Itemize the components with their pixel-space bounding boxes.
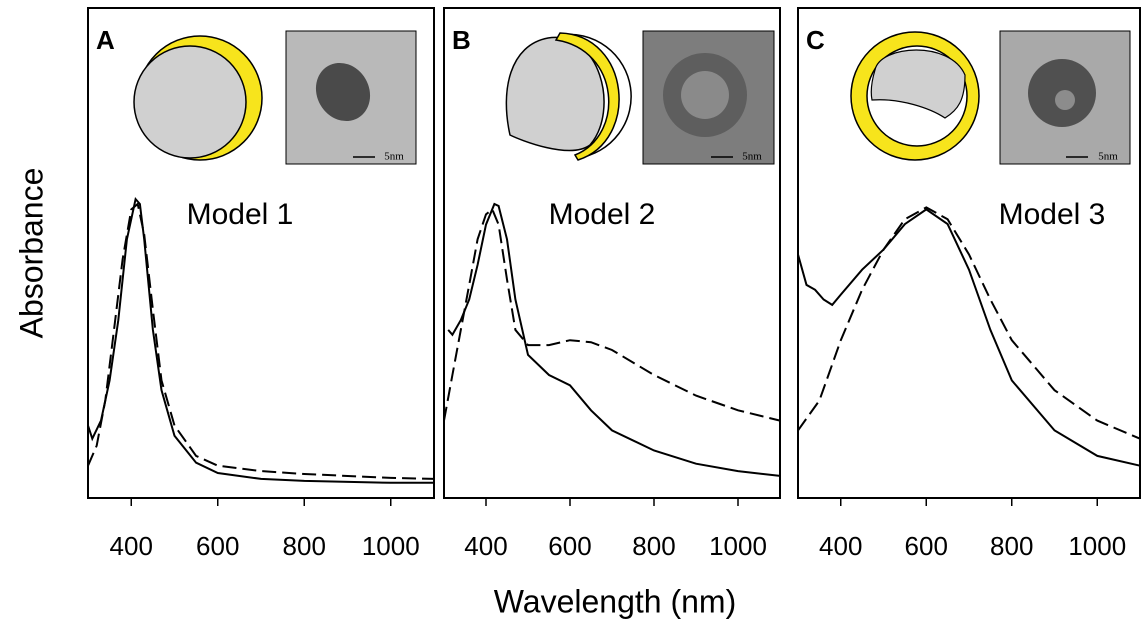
solid-line (87, 196, 434, 484)
x-tick-label: 800 (632, 531, 675, 561)
dashed-line (443, 207, 781, 422)
model-title: Model 1 (187, 198, 294, 231)
model-title: Model 3 (999, 198, 1106, 231)
x-tick-label: 1000 (1068, 531, 1126, 561)
x-tick-label: 1000 (709, 531, 767, 561)
inset-a (133, 30, 417, 165)
panel-frame (87, 7, 435, 499)
panel-label: C (806, 25, 825, 55)
solid-line (797, 208, 1141, 467)
scale-bar-label: 5nm (384, 151, 404, 163)
x-tick-label: 400 (464, 531, 507, 561)
x-tick-label: 600 (196, 531, 239, 561)
panel-frame (443, 7, 781, 499)
dashed-line (797, 206, 1141, 440)
x-tick-label: 400 (110, 531, 153, 561)
scale-bar-label: 5nm (742, 151, 762, 163)
panel-label: B (452, 25, 471, 55)
y-axis-label: Absorbance (13, 168, 49, 339)
inset-c (850, 30, 1131, 165)
x-tick-label: 800 (283, 531, 326, 561)
solid-line (447, 202, 781, 477)
panel-label: A (96, 25, 115, 55)
inset-b (505, 30, 775, 165)
x-axis-label: Wavelength (nm) (494, 583, 736, 619)
panel-frame (797, 7, 1141, 499)
scale-bar-label: 5nm (1098, 151, 1118, 163)
model-title: Model 2 (549, 198, 656, 231)
x-tick-label: 800 (990, 531, 1033, 561)
x-tick-label: 1000 (362, 531, 420, 561)
x-tick-label: 600 (548, 531, 591, 561)
x-tick-label: 600 (905, 531, 948, 561)
dashed-line (87, 202, 435, 480)
x-tick-label: 400 (819, 531, 862, 561)
